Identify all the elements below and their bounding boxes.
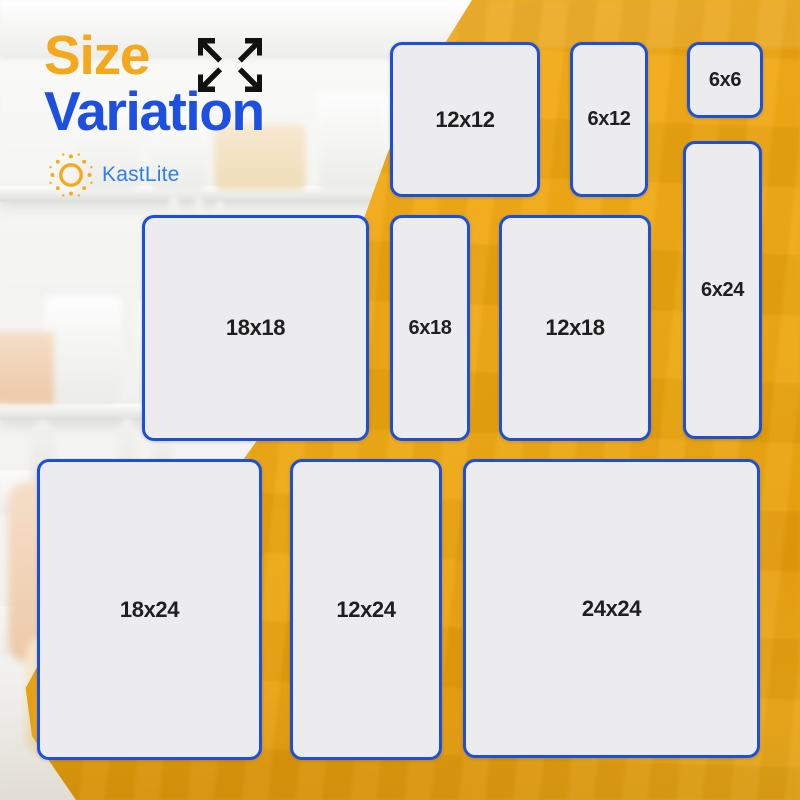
shelf-item-jar-1 [74,100,140,192]
size-swatch-label: 12x12 [435,106,495,132]
poster-headline: Size Variation [44,24,374,142]
brand-name-label: KastLite [102,163,180,186]
sun-logo-icon [49,153,93,197]
size-swatch-12x24[interactable]: 12x24 [290,459,442,760]
size-swatch-label: 24x24 [581,595,642,621]
shelf-item-box-1 [214,124,306,190]
title-line-variation: Variation [44,80,265,142]
title-line-size: Size [44,24,150,86]
size-swatch-6x24[interactable]: 6x24 [683,141,762,439]
size-swatch-12x18[interactable]: 12x18 [499,215,651,441]
shelf-item-jar-2 [150,112,208,192]
shelf-item-bucket-1 [44,296,122,404]
shelf-item-jar-3 [318,92,388,192]
size-swatch-label: 6x6 [708,68,742,91]
size-swatch-label: 18x18 [225,315,286,340]
brand-lockup: KastLite [48,152,179,198]
size-swatch-12x12[interactable]: 12x12 [390,42,540,197]
size-swatch-label: 6x18 [408,316,452,339]
size-swatch-label: 12x18 [545,315,605,340]
size-swatch-6x12[interactable]: 6x12 [570,42,648,197]
size-swatch-24x24[interactable]: 24x24 [463,459,760,758]
shelf-item-roll [0,332,54,404]
size-swatch-label: 18x24 [119,596,180,622]
expand-arrows-icon [198,38,262,92]
size-swatch-label: 12x24 [336,596,396,622]
size-swatch-label: 6x12 [587,108,631,130]
size-swatch-6x18[interactable]: 6x18 [390,215,470,441]
size-swatch-6x6[interactable]: 6x6 [687,42,763,118]
size-swatch-18x18[interactable]: 18x18 [142,215,369,441]
size-swatch-18x24[interactable]: 18x24 [37,459,262,760]
size-swatch-label: 6x24 [701,278,744,301]
